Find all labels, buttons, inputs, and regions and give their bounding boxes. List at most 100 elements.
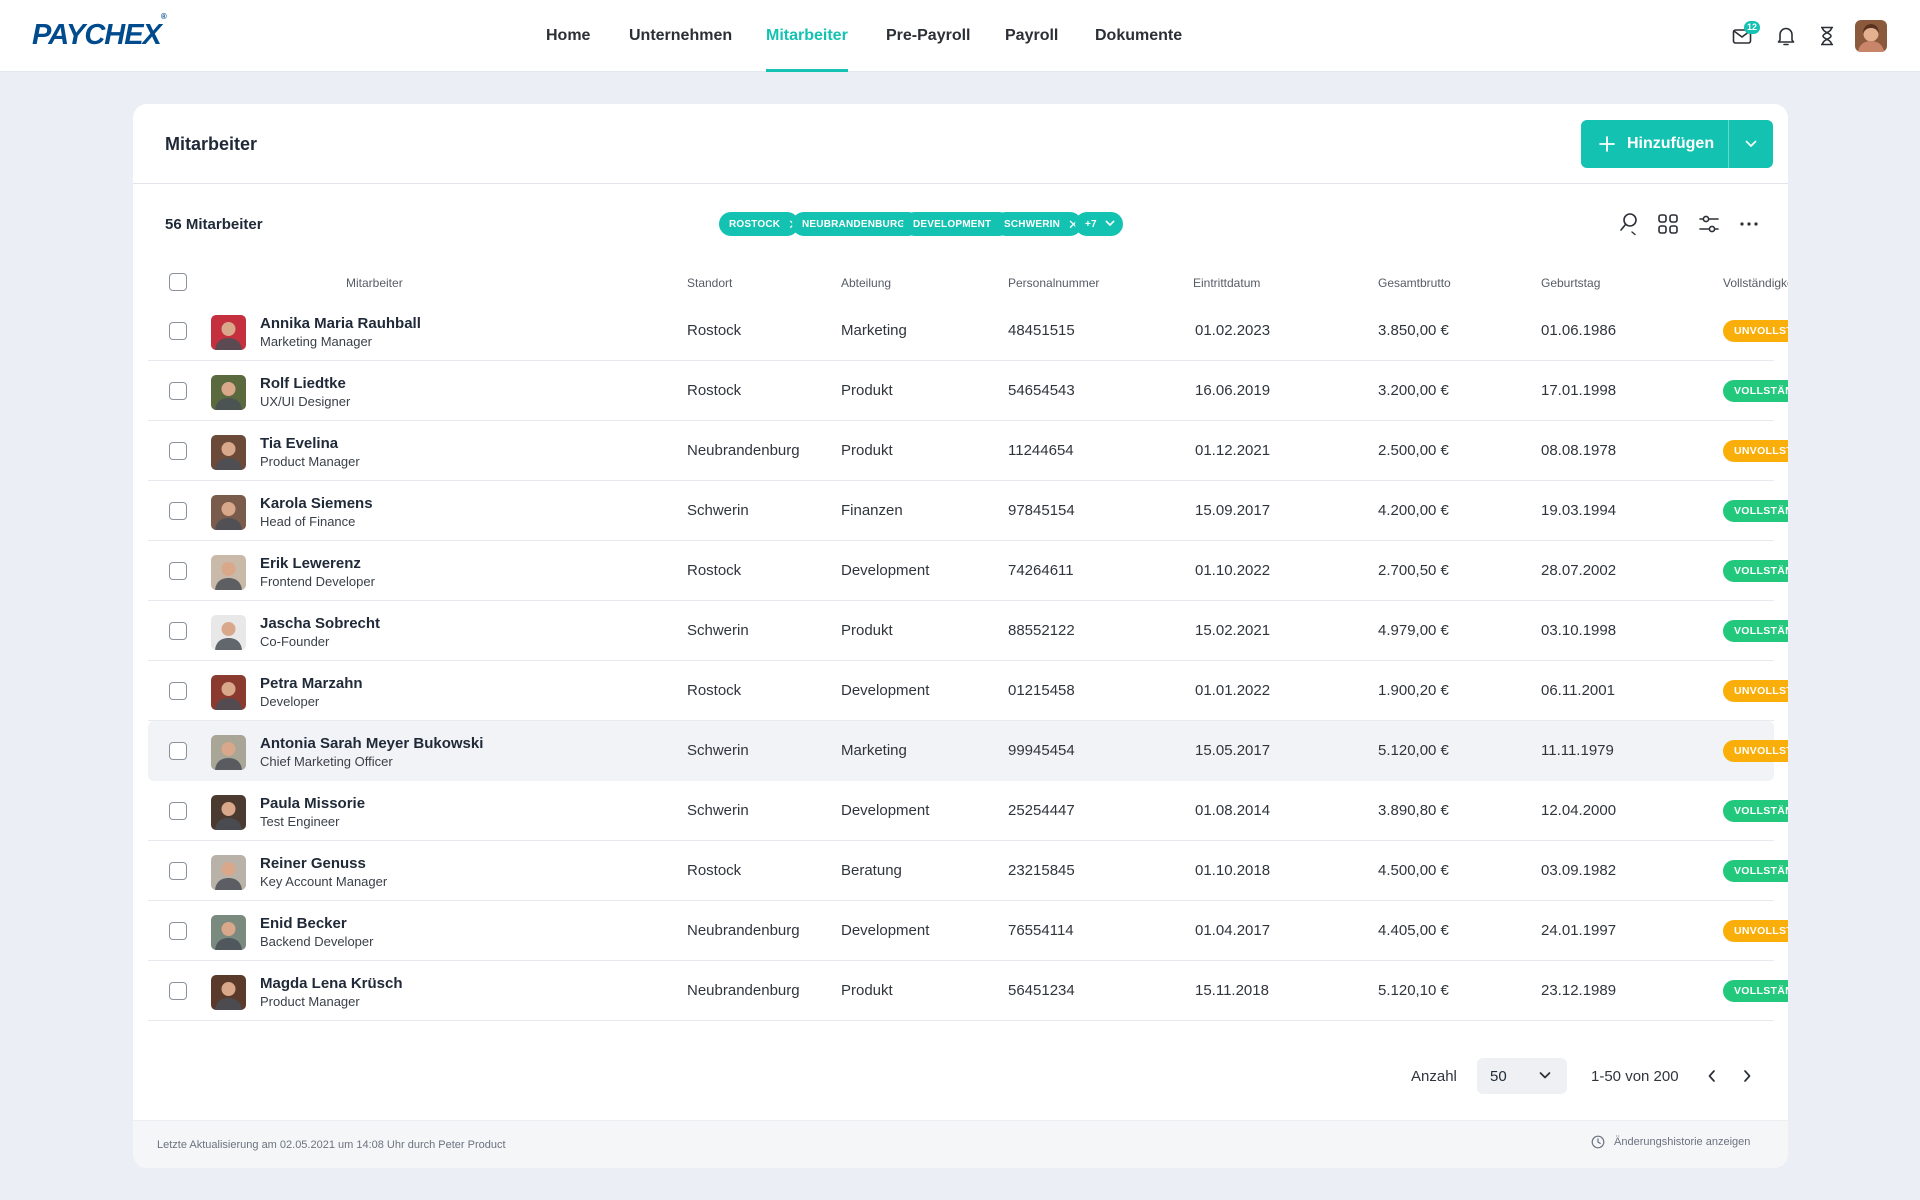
employee-avatar[interactable] <box>211 375 246 410</box>
table-row[interactable]: Rolf Liedtke UX/UI Designer Rostock Produkt… <box>148 361 1788 421</box>
nav-item-unternehmen[interactable]: Unternehmen <box>629 27 733 44</box>
row-checkbox[interactable] <box>169 862 187 880</box>
employee-name[interactable]: Tia Evelina <box>260 435 339 452</box>
filter-chip-schwerin[interactable]: SCHWERIN ✕ <box>994 212 1082 236</box>
employee-name[interactable]: Magda Lena Krüsch <box>260 975 403 992</box>
column-header-mitarbeiter[interactable]: Mitarbeiter <box>346 276 403 290</box>
filter-sliders-icon[interactable] <box>1695 210 1723 238</box>
department-cell: Marketing <box>841 742 907 759</box>
column-header-standort[interactable]: Standort <box>687 276 733 290</box>
employee-avatar[interactable] <box>211 615 246 650</box>
search-icon[interactable] <box>1615 210 1643 238</box>
hourglass-icon[interactable] <box>1815 24 1839 48</box>
table-row[interactable]: Tia Evelina Product Manager Neubrandenburg… <box>148 421 1788 481</box>
mail-icon[interactable]: 12 <box>1731 21 1761 48</box>
nav-item-dokumente[interactable]: Dokumente <box>1095 27 1183 44</box>
filter-chip-development[interactable]: DEVELOPMENT✕ <box>903 212 1011 236</box>
column-header-geburtstag[interactable]: Geburtstag <box>1541 276 1601 290</box>
filter-chip-neubrandenburg[interactable]: NEUBRANDENBURG✕ <box>792 212 924 236</box>
row-checkbox[interactable] <box>169 802 187 820</box>
employee-avatar[interactable] <box>211 855 246 890</box>
table-row[interactable]: Petra Marzahn Developer Rostock Development… <box>148 661 1788 721</box>
column-header-abteilung[interactable]: Abteilung <box>841 276 892 290</box>
employee-name[interactable]: Erik Lewerenz <box>260 555 361 572</box>
row-checkbox[interactable] <box>169 622 187 640</box>
user-avatar[interactable] <box>1855 20 1887 52</box>
select-all-checkbox[interactable] <box>169 273 187 291</box>
grid-icon[interactable] <box>1654 210 1682 238</box>
nav-item-pre-payroll[interactable]: Pre-Payroll <box>886 27 971 44</box>
row-checkbox[interactable] <box>169 322 187 340</box>
employee-name[interactable]: Petra Marzahn <box>260 675 363 692</box>
page-size-select[interactable]: 50 <box>1477 1058 1567 1094</box>
history-link[interactable]: Änderungshistorie anzeigen <box>1591 1135 1750 1149</box>
more-icon[interactable] <box>1735 210 1763 238</box>
employee-name[interactable]: Rolf Liedtke <box>260 375 346 392</box>
row-checkbox[interactable] <box>169 922 187 940</box>
employee-avatar[interactable] <box>211 915 246 950</box>
status-badge: VOLLSTÄNDIG <box>1723 800 1788 822</box>
table-row[interactable]: Annika Maria Rauhball Marketing Manager Ro… <box>148 301 1788 361</box>
table-row[interactable]: Karola Siemens Head of Finance Schwerin Fin… <box>148 481 1788 541</box>
employee-role: Product Manager <box>260 994 360 1009</box>
bell-icon[interactable] <box>1774 24 1798 48</box>
employee-name[interactable]: Reiner Genuss <box>260 855 366 872</box>
row-checkbox[interactable] <box>169 682 187 700</box>
employee-avatar[interactable] <box>211 555 246 590</box>
employee-avatar[interactable] <box>211 435 246 470</box>
logo-text: PAYCHEX <box>32 19 162 51</box>
table-row[interactable]: Jascha Sobrecht Co-Founder Schwerin Produkt… <box>148 601 1788 661</box>
employee-name[interactable]: Enid Becker <box>260 915 347 932</box>
column-header-gesamtbrutto[interactable]: Gesamtbrutto <box>1378 276 1451 290</box>
close-icon[interactable]: ✕ <box>1068 216 1080 232</box>
location-cell: Rostock <box>687 562 742 579</box>
card-footer: Letzte Aktualisierung am 02.05.2021 um 1… <box>133 1120 1788 1168</box>
nav-item-mitarbeiter[interactable]: Mitarbeiter <box>766 0 848 72</box>
employee-name[interactable]: Annika Maria Rauhball <box>260 315 421 332</box>
table-row[interactable]: Enid Becker Backend Developer Neubrandenbu… <box>148 901 1788 961</box>
previous-page-button[interactable] <box>1699 1061 1725 1091</box>
nav-item-payroll[interactable]: Payroll <box>1005 27 1059 44</box>
paychex-logo[interactable]: PAYCHEX® <box>32 12 167 51</box>
start-date-cell: 15.11.2018 <box>1195 982 1269 999</box>
employee-name[interactable]: Jascha Sobrecht <box>260 615 381 632</box>
employee-avatar[interactable] <box>211 315 246 350</box>
row-checkbox[interactable] <box>169 742 187 760</box>
employee-avatar[interactable] <box>211 495 246 530</box>
table-row[interactable]: Reiner Genuss Key Account Manager Rostock B… <box>148 841 1788 901</box>
employee-avatar[interactable] <box>211 795 246 830</box>
clock-icon <box>1591 1135 1605 1149</box>
employee-name[interactable]: Karola Siemens <box>260 495 373 512</box>
row-checkbox[interactable] <box>169 442 187 460</box>
row-checkbox[interactable] <box>169 562 187 580</box>
column-header-eintrittdatum[interactable]: Eintrittdatum <box>1193 276 1261 290</box>
row-checkbox[interactable] <box>169 502 187 520</box>
table-row[interactable]: Antonia Sarah Meyer Bukowski Chief Market… <box>148 721 1788 781</box>
table-row[interactable]: Erik Lewerenz Frontend Developer Rostock De… <box>148 541 1788 601</box>
department-cell: Development <box>841 922 930 939</box>
column-header-vollst-ndigkeit[interactable]: Vollständigkeit <box>1723 276 1788 290</box>
employee-role: Backend Developer <box>260 934 374 949</box>
employee-avatar[interactable] <box>211 975 246 1010</box>
row-checkbox[interactable] <box>169 382 187 400</box>
more-filters-chip[interactable]: +7 <box>1075 212 1123 236</box>
add-button-group: Hinzufügen <box>1581 120 1773 168</box>
row-checkbox[interactable] <box>169 982 187 1000</box>
filter-chip-rostock[interactable]: ROSTOCK✕ <box>719 212 799 236</box>
table-row[interactable]: Paula Missorie Test Engineer Schwerin Devel… <box>148 781 1788 841</box>
start-date-cell: 15.05.2017 <box>1195 742 1271 759</box>
column-header-personalnummer[interactable]: Personalnummer <box>1008 276 1100 290</box>
next-page-button[interactable] <box>1734 1061 1760 1091</box>
employee-avatar[interactable] <box>211 675 246 710</box>
add-options-dropdown[interactable] <box>1729 120 1773 168</box>
add-button[interactable]: Hinzufügen <box>1581 120 1728 168</box>
employee-name[interactable]: Paula Missorie <box>260 795 366 812</box>
history-link-label: Änderungshistorie anzeigen <box>1614 1136 1751 1148</box>
employee-avatar[interactable] <box>211 735 246 770</box>
status-badge: VOLLSTÄNDIG <box>1723 560 1788 582</box>
start-date-cell: 15.09.2017 <box>1195 502 1271 519</box>
nav-item-home[interactable]: Home <box>546 27 591 44</box>
table-row[interactable]: Magda Lena Krüsch Product Manager Neubrand… <box>148 961 1788 1021</box>
employee-name[interactable]: Antonia Sarah Meyer Bukowski <box>260 735 484 752</box>
location-cell: Rostock <box>687 682 742 699</box>
